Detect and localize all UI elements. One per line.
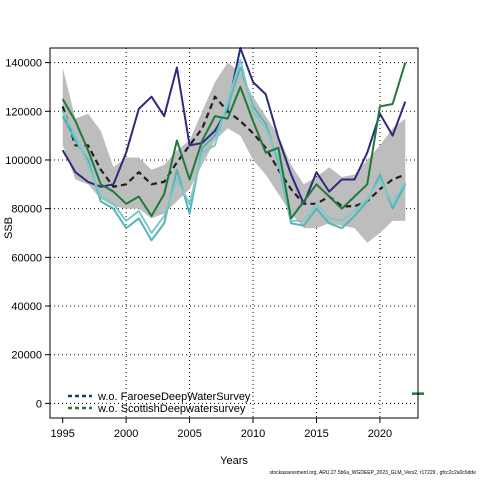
confidence-band xyxy=(62,62,406,243)
series-line-2 xyxy=(61,66,407,242)
x-axis-title: Years xyxy=(220,455,248,467)
legend-label: w.o. FaroeseDeepWaterSurvey xyxy=(97,391,251,403)
x-tick-label: 2000 xyxy=(114,428,138,440)
legend-label: w.o. ScottishDeepwatersurvey xyxy=(97,403,246,415)
series-line-0 xyxy=(61,95,406,208)
footer-text: stockassessment.org, ARU.27.5b6a_WGDEEP_… xyxy=(269,470,476,476)
x-tick-label: 1995 xyxy=(50,428,74,440)
y-tick-label: 120000 xyxy=(5,106,42,118)
series-line-3 xyxy=(61,59,407,234)
y-tick-label: 20000 xyxy=(11,350,42,362)
x-tick-label: 2010 xyxy=(241,428,265,440)
x-tick-label: 2020 xyxy=(368,428,392,440)
x-tick-label: 2015 xyxy=(304,428,328,440)
y-axis-title: SSB xyxy=(3,217,15,239)
y-tick-label: 100000 xyxy=(5,155,42,167)
y-tick-label: 40000 xyxy=(11,301,42,313)
x-tick-label: 2005 xyxy=(177,428,201,440)
plot-frame xyxy=(49,47,419,419)
series-line-4 xyxy=(61,62,407,220)
y-tick-label: 60000 xyxy=(11,252,42,264)
y-tick-label: 140000 xyxy=(5,58,42,70)
y-tick-label: 0 xyxy=(36,398,42,410)
y-tick-label: 80000 xyxy=(11,204,42,216)
